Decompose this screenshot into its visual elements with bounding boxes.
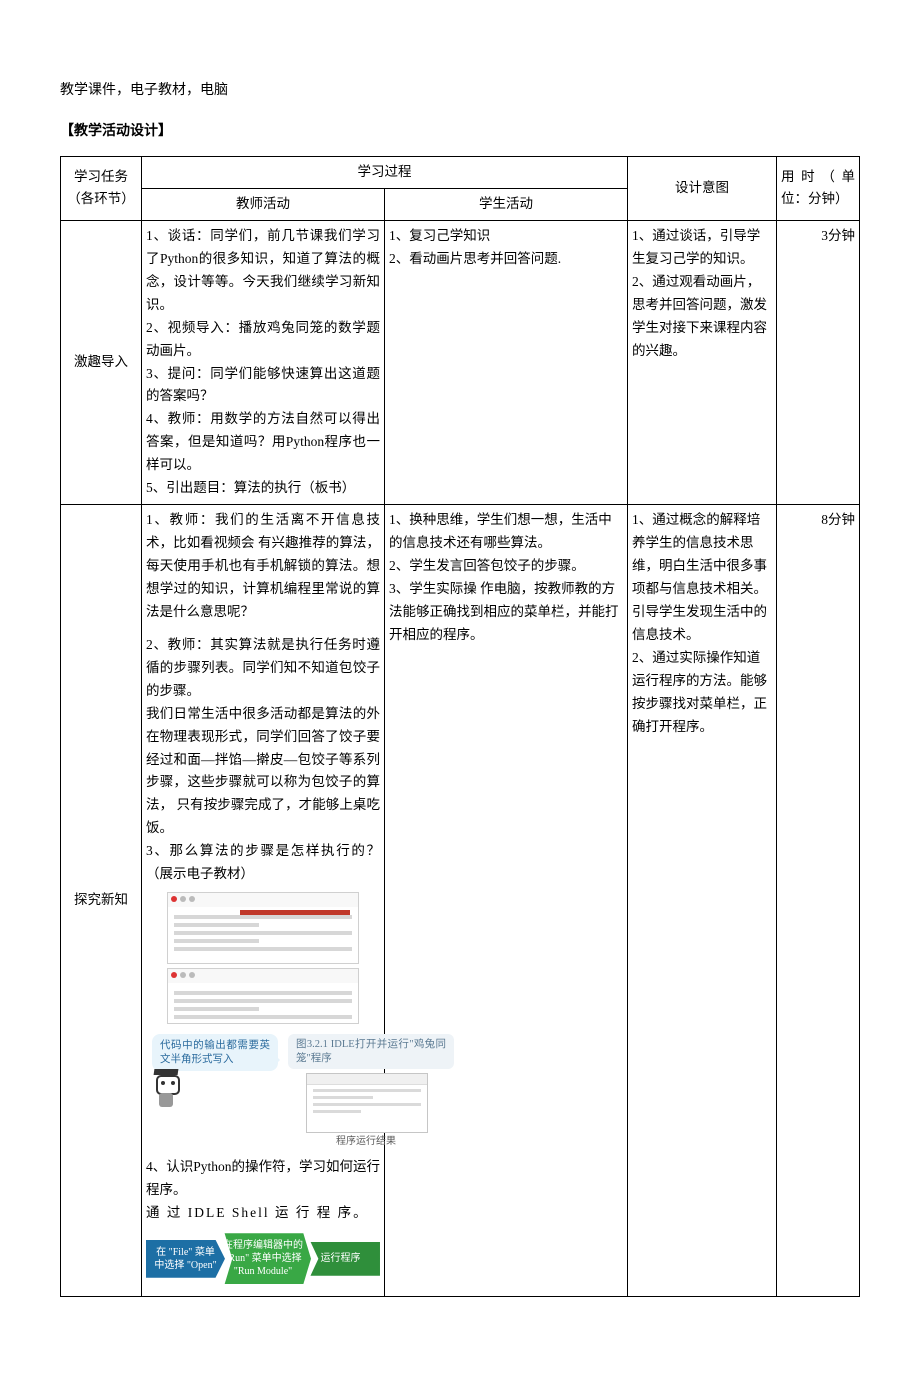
task-cell: 探究新知 xyxy=(61,505,142,1297)
hdr-teacher: 教师活动 xyxy=(142,188,385,220)
hdr-time: 用时（单位：分钟） xyxy=(777,157,860,221)
hdr-task-bottom: （各环节） xyxy=(65,188,137,211)
flow-step-1: 在 "File" 菜单中选择 "Open" xyxy=(146,1240,225,1278)
screenshot-group xyxy=(146,892,380,1028)
table-row: 激趣导入 1、谈话：同学们，前几节课我们学习了Python的很多知识，知道了算法… xyxy=(61,220,860,504)
student-cell: 1、换种思维，学生们想一想，生活中的信息技术还有哪些算法。 2、学生发言回答包饺… xyxy=(385,505,628,1297)
result-window xyxy=(306,1073,428,1133)
student-cell: 1、复习己学知识 2、看动画片思考并回答问题. xyxy=(385,220,628,504)
hdr-task-top: 学习任务 xyxy=(65,166,137,189)
teacher-p4: 3、那么算法的步骤是怎样执行的？ （展示电子教材） xyxy=(146,840,380,886)
student-text: 1、换种思维，学生们想一想，生活中的信息技术还有哪些算法。 2、学生发言回答包饺… xyxy=(389,509,623,647)
teacher-p3: 我们日常生活中很多活动都是算法的外在物理表现形式，同学们回答了饺子要经过和面—拌… xyxy=(146,703,380,841)
speech-bubble: 代码中的输出都需要英文半角形式写入 xyxy=(152,1034,278,1071)
screenshot-2 xyxy=(167,968,359,1024)
task-cell: 激趣导入 xyxy=(61,220,142,504)
teacher-cell: 1、教师：我们的生活离不开信息技术，比如看视频会 有兴趣推荐的算法，每天使用手机… xyxy=(142,505,385,1297)
flow-step-2: 在程序编辑器中的 "Run" 菜单中选择 "Run Module" xyxy=(215,1233,311,1284)
figure-caption: 图3.2.1 IDLE打开并运行"鸡兔同笼"程序 xyxy=(288,1034,454,1069)
time-cell: 8分钟 xyxy=(777,505,860,1297)
hdr-student: 学生活动 xyxy=(385,188,628,220)
teacher-p1: 1、教师：我们的生活离不开信息技术，比如看视频会 有兴趣推荐的算法，每天使用手机… xyxy=(146,509,380,624)
header-row-1: 学习任务 （各环节） 学习过程 设计意图 用时（单位：分钟） xyxy=(61,157,860,189)
table-row: 探究新知 1、教师：我们的生活离不开信息技术，比如看视频会 有兴趣推荐的算法，每… xyxy=(61,505,860,1297)
teacher-p5: 4、认识Python的操作符，学习如何运行程序。 xyxy=(146,1156,380,1202)
robot-icon xyxy=(152,1075,182,1109)
result-caption: 程序运行结果 xyxy=(306,1133,426,1150)
intent-text: 1、通过概念的解释培养学生的信息技术思维，明白生活中很多事项都与信息技术相关。引… xyxy=(632,509,772,738)
hdr-process: 学习过程 xyxy=(142,157,628,189)
speech-col: 代码中的输出都需要英文半角形式写入 xyxy=(152,1034,278,1109)
flow-step-3: 运行程序 xyxy=(301,1242,380,1276)
bubble-row: 代码中的输出都需要英文半角形式写入 图3.2.1 IDLE打开并运行"鸡兔同笼"… xyxy=(152,1034,380,1150)
section-title: 【教学活动设计】 xyxy=(60,121,860,142)
teacher-p6: 通 过 IDLE Shell 运 行 程 序。 xyxy=(146,1202,380,1225)
teacher-text: 1、谈话：同学们，前几节课我们学习了Python的很多知识，知道了算法的概念，设… xyxy=(146,225,380,500)
intro-line: 教学课件，电子教材，电脑 xyxy=(60,80,860,101)
student-text: 1、复习己学知识 2、看动画片思考并回答问题. xyxy=(389,225,623,271)
teacher-cell: 1、谈话：同学们，前几节课我们学习了Python的很多知识，知道了算法的概念，设… xyxy=(142,220,385,504)
hdr-intent: 设计意图 xyxy=(628,157,777,221)
intent-cell: 1、通过谈话，引导学生复习己学的知识。 2、通过观看动画片，思考并回答问题，激发… xyxy=(628,220,777,504)
intent-cell: 1、通过概念的解释培养学生的信息技术思维，明白生活中很多事项都与信息技术相关。引… xyxy=(628,505,777,1297)
screenshot-1 xyxy=(167,892,359,964)
intent-text: 1、通过谈话，引导学生复习己学的知识。 2、通过观看动画片，思考并回答问题，激发… xyxy=(632,225,772,363)
time-cell: 3分钟 xyxy=(777,220,860,504)
flow-diagram: 在 "File" 菜单中选择 "Open" 在程序编辑器中的 "Run" 菜单中… xyxy=(146,1233,380,1284)
caption-col: 图3.2.1 IDLE打开并运行"鸡兔同笼"程序 程序运行结果 xyxy=(288,1034,454,1150)
lesson-table: 学习任务 （各环节） 学习过程 设计意图 用时（单位：分钟） 教师活动 学生活动… xyxy=(60,156,860,1297)
teacher-p2: 2、教师：其实算法就是执行任务时遵循的步骤列表。同学们知不知道包饺子的步骤。 xyxy=(146,634,380,703)
hdr-task: 学习任务 （各环节） xyxy=(61,157,142,221)
